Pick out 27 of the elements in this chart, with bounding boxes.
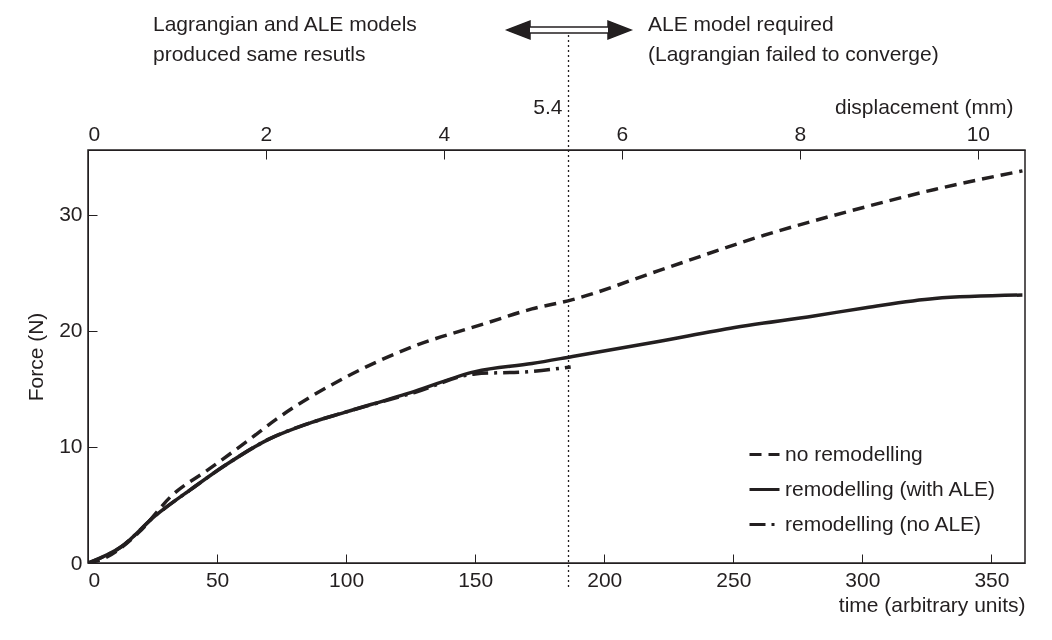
- y-axis-title: Force (N): [24, 312, 48, 402]
- y-tick-label: 30: [59, 202, 83, 226]
- x-tick-label: 250: [716, 567, 752, 591]
- text: ALE model required (Lagrangian failed to converge): [648, 12, 939, 65]
- y-tick-label: 0: [70, 550, 83, 574]
- x2-tick-label: 10: [966, 121, 991, 145]
- x2-tick-label: 2: [260, 121, 273, 145]
- legend-label: remodelling (with ALE): [785, 476, 996, 500]
- x-tick-label: 350: [974, 567, 1010, 591]
- legend-label: remodelling (no ALE): [785, 511, 982, 535]
- x-tick-label: 50: [205, 567, 230, 591]
- x2-tick-label: 8: [794, 121, 807, 145]
- y-tick-label: 10: [59, 434, 83, 458]
- x-tick-label: 150: [458, 567, 494, 591]
- x-tick-label: 100: [329, 567, 365, 591]
- ref-line-label: 5.4: [533, 95, 563, 118]
- legend-label: no remodelling: [785, 441, 923, 465]
- x-axis-title: time (arbitrary units): [838, 592, 1026, 616]
- text: Lagrangian and ALE models produced same resutls: [153, 12, 417, 65]
- y-tick-label: 20: [59, 318, 83, 342]
- x-tick-label: 0: [88, 567, 101, 591]
- x-tick-label: 200: [587, 567, 623, 591]
- x2-tick-label: 0: [88, 121, 101, 145]
- x2-tick-label: 6: [616, 121, 629, 145]
- x-tick-label: 300: [845, 567, 881, 591]
- x2-tick-label: 4: [438, 121, 451, 145]
- x2-axis-title: displacement (mm): [834, 94, 1014, 118]
